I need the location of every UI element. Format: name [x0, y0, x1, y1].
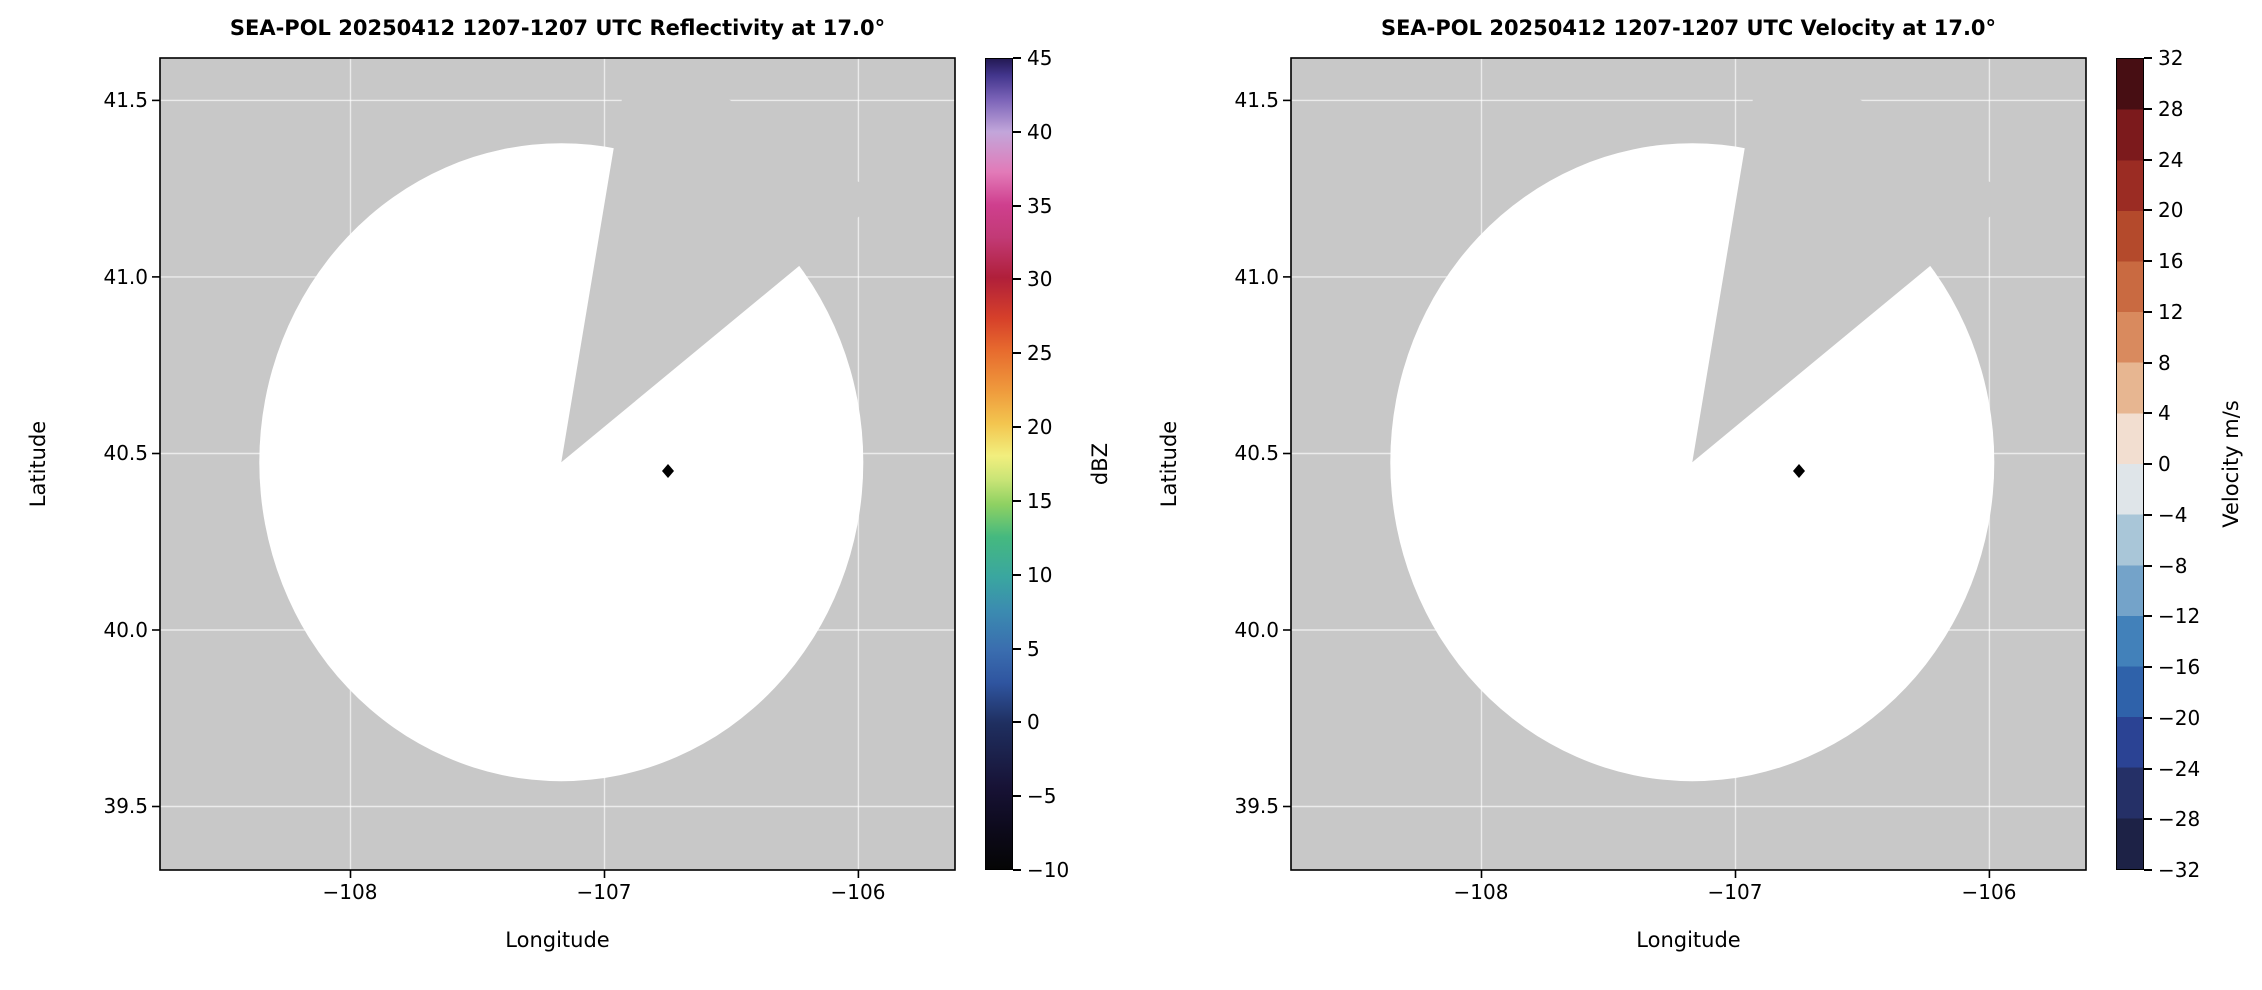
axis-ticks — [1283, 99, 1991, 878]
ytick-label: 41.0 — [103, 265, 148, 289]
colorbar-tick-label: 30 — [1027, 267, 1053, 291]
colorbar-tick — [2144, 869, 2152, 871]
ytick-label: 41.5 — [1234, 88, 1279, 112]
radar-site-marker — [662, 464, 674, 478]
colorbar-tick — [2144, 260, 2152, 262]
colorbar-tick — [2144, 311, 2152, 313]
colorbar-tick-label: 25 — [1027, 341, 1053, 365]
ytick-label: 40.5 — [103, 441, 148, 465]
colorbar-tick — [1013, 869, 1021, 871]
colorbar-tick-label: −32 — [2158, 858, 2201, 882]
x-axis-label: Longitude — [1636, 928, 1741, 952]
ytick-label: 40.5 — [1234, 441, 1279, 465]
ytick-label: 41.5 — [103, 88, 148, 112]
colorbar-tick-label: 24 — [2158, 148, 2184, 172]
colorbar-tick-label: 28 — [2158, 97, 2184, 121]
colorbar-tick — [2144, 159, 2152, 161]
plot-frame — [1290, 57, 2087, 871]
velocity-title: SEA-POL 20250412 1207-1207 UTC Velocity … — [1380, 16, 1997, 40]
axis-ticks — [152, 99, 860, 878]
colorbar-tick-label: 4 — [2158, 401, 2171, 425]
colorbar-tick — [2144, 412, 2152, 414]
velocity-plot-area — [1283, 57, 2087, 878]
colorbar-axis-label: dBZ — [1088, 442, 1112, 486]
plot-frame — [159, 57, 956, 871]
ytick-label: 41.0 — [1234, 265, 1279, 289]
colorbar-tick-label: 40 — [1027, 120, 1053, 144]
colorbar-tick — [1013, 648, 1021, 650]
colorbar-tick — [2144, 514, 2152, 516]
colorbar-tick-label: −12 — [2158, 604, 2201, 628]
colorbar-tick — [2144, 615, 2152, 617]
colorbar-tick — [1013, 278, 1021, 280]
reflectivity-colorbar — [985, 58, 1013, 870]
colorbar-tick — [1013, 500, 1021, 502]
reflectivity-title: SEA-POL 20250412 1207-1207 UTC Reflectiv… — [229, 16, 886, 40]
colorbar-tick — [2144, 209, 2152, 211]
colorbar-tick-label: −5 — [1027, 784, 1057, 808]
colorbar-tick — [2144, 717, 2152, 719]
colorbar-tick — [2144, 768, 2152, 770]
colorbar-axis-label: Velocity m/s — [2219, 400, 2243, 528]
colorbar-tick — [1013, 721, 1021, 723]
colorbar-tick-label: 0 — [1027, 710, 1040, 734]
xtick-label: −106 — [1961, 880, 2017, 904]
ytick-label: 39.5 — [1234, 794, 1279, 818]
colorbar-tick-label: −10 — [1027, 858, 1070, 882]
colorbar-tick-label: −28 — [2158, 807, 2201, 831]
colorbar-tick-label: 45 — [1027, 46, 1053, 70]
colorbar-tick-label: 16 — [2158, 249, 2184, 273]
colorbar-tick — [1013, 426, 1021, 428]
colorbar-tick — [1013, 57, 1021, 59]
colorbar-tick — [2144, 108, 2152, 110]
colorbar-tick-label: 20 — [2158, 198, 2184, 222]
ytick-label: 40.0 — [1234, 618, 1279, 642]
colorbar-tick-label: 32 — [2158, 46, 2184, 70]
colorbar-tick-label: −4 — [2158, 503, 2188, 527]
colorbar-tick — [1013, 205, 1021, 207]
colorbar-tick-label: −24 — [2158, 757, 2201, 781]
colorbar-tick — [1013, 574, 1021, 576]
colorbar-tick — [2144, 362, 2152, 364]
xtick-label: −106 — [830, 880, 886, 904]
xtick-label: −107 — [576, 880, 632, 904]
colorbar-tick — [2144, 57, 2152, 59]
colorbar-tick — [1013, 352, 1021, 354]
colorbar-tick-label: 20 — [1027, 415, 1053, 439]
missing-sector-wedge — [561, 58, 883, 463]
colorbar-tick-label: 12 — [2158, 300, 2184, 324]
y-axis-label: Latitude — [1157, 420, 1181, 508]
x-axis-label: Longitude — [505, 928, 610, 952]
ytick-label: 40.0 — [103, 618, 148, 642]
colorbar-tick-label: 10 — [1027, 563, 1053, 587]
radar-site-marker — [1793, 464, 1805, 478]
ytick-label: 39.5 — [103, 794, 148, 818]
colorbar-tick — [1013, 131, 1021, 133]
velocity-colorbar — [2116, 58, 2144, 870]
reflectivity-plot-area — [152, 57, 956, 878]
colorbar-tick-label: 35 — [1027, 194, 1053, 218]
colorbar-tick-label: 15 — [1027, 489, 1053, 513]
colorbar-tick — [2144, 565, 2152, 567]
colorbar-tick — [1013, 795, 1021, 797]
xtick-label: −108 — [322, 880, 378, 904]
colorbar-tick — [2144, 818, 2152, 820]
y-axis-label: Latitude — [26, 420, 50, 508]
colorbar-tick — [2144, 463, 2152, 465]
missing-sector-wedge — [1692, 58, 2014, 463]
reflectivity-panel: SEA-POL 20250412 1207-1207 UTC Reflectiv… — [26, 16, 1112, 952]
colorbar-tick-label: −20 — [2158, 706, 2201, 730]
xtick-label: −107 — [1707, 880, 1763, 904]
velocity-panel: SEA-POL 20250412 1207-1207 UTC Velocity … — [1131, 0, 2262, 990]
xtick-label: −108 — [1453, 880, 1509, 904]
colorbar-tick-label: −16 — [2158, 655, 2201, 679]
colorbar-tick-label: 8 — [2158, 351, 2171, 375]
colorbar-tick-label: 5 — [1027, 637, 1040, 661]
colorbar-tick-label: 0 — [2158, 452, 2171, 476]
colorbar-tick-label: −8 — [2158, 554, 2188, 578]
colorbar-tick — [2144, 666, 2152, 668]
